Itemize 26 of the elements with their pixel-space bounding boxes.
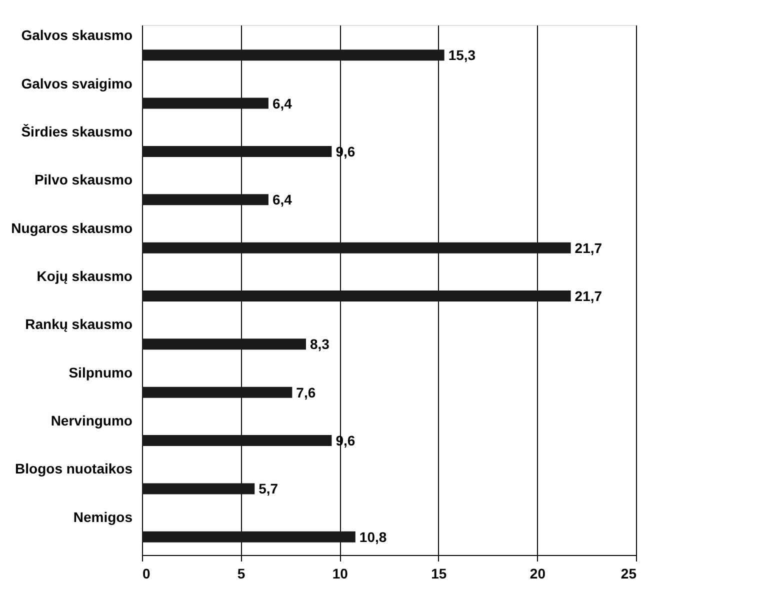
- x-tick-label: 0: [142, 566, 150, 582]
- data-label: 6,4: [272, 192, 292, 208]
- data-label: 15,3: [448, 47, 476, 64]
- y-tick-label: Silpnumo: [68, 364, 132, 380]
- y-tick-label: Galvos svaigimo: [21, 75, 132, 92]
- data-label: 7,6: [296, 384, 316, 400]
- data-label: 21,7: [574, 288, 602, 304]
- x-tick-label: 25: [620, 566, 637, 582]
- y-tick-label: Blogos nuotaikos: [15, 460, 133, 477]
- y-tick-label: Nervingumo: [50, 412, 132, 429]
- y-tick-label: Rankų skausmo: [25, 316, 132, 332]
- data-label: 8,3: [310, 336, 330, 352]
- x-tick-label: 10: [332, 566, 348, 582]
- y-tick-label: Nemigos: [73, 508, 133, 525]
- data-label: 6,4: [272, 95, 292, 112]
- data-label: 5,7: [258, 480, 278, 497]
- data-label: 21,7: [574, 240, 602, 256]
- y-tick-label: Kojų skausmo: [36, 268, 132, 284]
- y-tick-label: Galvos skausmo: [21, 27, 132, 44]
- y-tick-label: Širdies skausmo: [21, 123, 132, 140]
- x-tick-label: 5: [237, 566, 246, 582]
- y-tick-label: Nugaros skausmo: [11, 220, 132, 236]
- x-tick-label: 15: [431, 566, 447, 582]
- y-tick-label: Pilvo skausmo: [34, 172, 132, 188]
- data-label: 10,8: [359, 528, 387, 545]
- x-tick-label: 20: [530, 566, 546, 582]
